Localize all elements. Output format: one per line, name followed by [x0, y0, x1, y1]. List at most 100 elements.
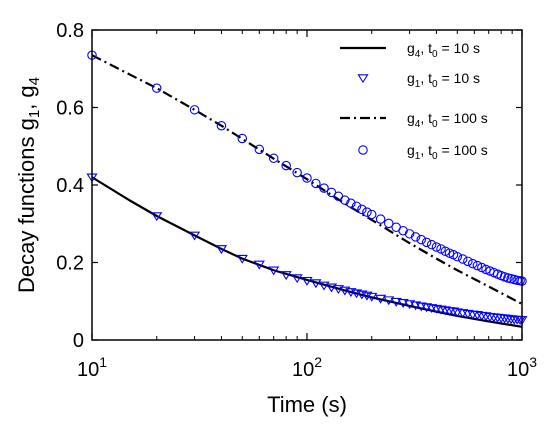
y-tick-label: 0.2 — [56, 253, 84, 275]
data-point — [340, 195, 350, 205]
legend-swatch-marker — [357, 74, 369, 84]
x-tick-label-base: 10 — [292, 359, 314, 381]
y-axis-title-sep: , g — [14, 85, 39, 109]
series-line-2 — [91, 54, 523, 305]
plot-area — [92, 30, 522, 340]
data-point — [471, 311, 483, 320]
data-point — [357, 204, 367, 215]
legend-label: g1, t0 = 10 s — [407, 70, 480, 90]
legend-label-mid: , t — [420, 40, 432, 56]
y-tick-label: 0.4 — [56, 175, 84, 197]
data-point — [281, 160, 291, 171]
x-tick-label-base: 10 — [507, 359, 529, 381]
data-point — [291, 274, 303, 284]
y-tick-label: 0.8 — [56, 20, 84, 42]
data-point — [421, 237, 432, 248]
data-point — [188, 231, 201, 241]
series-markers-3 — [87, 50, 527, 286]
data-point — [477, 262, 487, 273]
data-point — [366, 292, 378, 302]
data-point — [481, 264, 491, 275]
legend-label-name: g — [407, 110, 415, 126]
data-point — [268, 153, 279, 164]
data-point — [383, 296, 395, 306]
data-point — [302, 173, 312, 183]
y-axis-title-sub2: 4 — [26, 77, 43, 85]
data-point — [292, 167, 302, 178]
data-point — [280, 271, 292, 281]
x-tick-label-exp: 3 — [529, 354, 537, 370]
legend-label-name: g — [407, 142, 415, 158]
legend-label-mid: , t — [420, 70, 432, 86]
data-point — [151, 212, 163, 222]
data-point — [457, 254, 468, 264]
y-tick-label: 0.6 — [56, 98, 84, 120]
y-axis-title: Decay functions g1, g4 — [14, 77, 43, 293]
legend-swatch-marker — [358, 145, 368, 155]
data-point — [404, 229, 415, 239]
legend: g4, t0 = 10 sg1, t0 = 10 sg4, t0 = 100 s… — [340, 40, 488, 162]
legend-label-sub: 4 — [415, 119, 421, 130]
data-point — [268, 266, 280, 276]
data-point — [472, 260, 483, 271]
legend-label: g4, t0 = 10 s — [407, 40, 480, 60]
data-point — [189, 105, 200, 115]
legend-label-sub: 4 — [415, 49, 421, 60]
legend-label: g4, t0 = 100 s — [407, 110, 488, 130]
x-tick-label-exp: 1 — [99, 354, 107, 370]
data-point — [332, 285, 345, 295]
data-point — [439, 306, 451, 316]
series-layer — [86, 50, 528, 328]
data-point — [431, 242, 442, 252]
series-markers-1 — [86, 173, 528, 326]
data-point — [301, 276, 313, 286]
data-point — [447, 307, 460, 317]
legend-label-sub: 1 — [415, 79, 421, 90]
x-tick-label: 103 — [507, 354, 537, 381]
data-point — [351, 201, 362, 212]
data-point — [215, 245, 228, 255]
x-tick-label-exp: 2 — [314, 354, 322, 370]
data-point — [390, 297, 402, 307]
data-point — [397, 299, 409, 308]
legend-label-tail: = 100 s — [438, 110, 488, 126]
data-point — [452, 251, 463, 262]
data-point — [480, 312, 492, 322]
data-point — [403, 300, 416, 310]
y-axis-title-main: Decay functions g — [14, 118, 39, 293]
legend-label-sub: 1 — [415, 151, 421, 162]
legend-label: g1, t0 = 100 s — [407, 142, 488, 162]
legend-label-tail: = 100 s — [438, 142, 488, 158]
x-tick-label-base: 10 — [77, 359, 99, 381]
x-tick-label: 101 — [77, 354, 107, 381]
data-point — [366, 209, 377, 220]
legend-label-sub0: 0 — [432, 79, 438, 90]
data-point — [435, 305, 447, 315]
x-tick-label: 102 — [292, 354, 322, 381]
data-point — [383, 218, 394, 229]
legend-label-tail: = 10 s — [438, 40, 480, 56]
y-axis-title-sub1: 1 — [26, 110, 43, 118]
data-point — [151, 83, 162, 93]
data-point — [467, 258, 478, 269]
legend-label-sub0: 0 — [432, 151, 438, 162]
data-point — [375, 214, 386, 224]
legend-label-tail: = 10 s — [438, 70, 480, 86]
data-point — [444, 248, 455, 258]
data-point — [310, 279, 322, 289]
data-point — [426, 239, 437, 250]
data-point — [319, 183, 329, 193]
data-point — [325, 283, 338, 293]
data-point — [362, 207, 372, 217]
data-point — [318, 281, 330, 291]
data-point — [237, 133, 248, 144]
data-point — [463, 256, 473, 267]
data-point — [375, 294, 387, 304]
data-point — [236, 254, 248, 264]
data-point — [416, 234, 427, 245]
data-point — [253, 260, 265, 270]
legend-label-sub0: 0 — [432, 119, 438, 130]
legend-label-sub0: 0 — [432, 49, 438, 60]
